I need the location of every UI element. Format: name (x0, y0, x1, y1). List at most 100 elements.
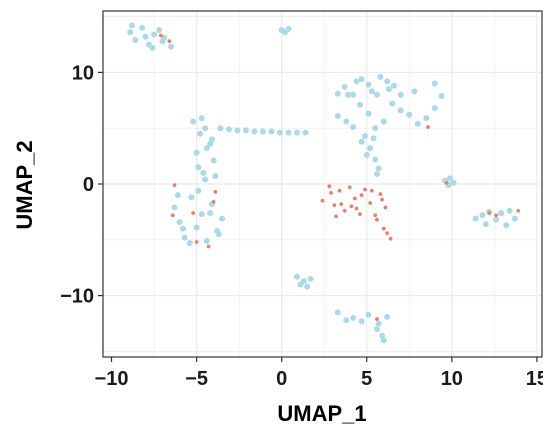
cell-point (365, 311, 372, 318)
highlighted-cell-point (388, 236, 393, 241)
cell-point (161, 34, 168, 41)
cell-point (149, 44, 156, 51)
cell-point (377, 73, 384, 80)
highlighted-cell-point (358, 212, 362, 217)
y-axis: 10 0 −10 (60, 62, 103, 308)
highlighted-cell-point (487, 211, 492, 215)
highlighted-cell-point (211, 199, 216, 204)
highlighted-cell-point (375, 217, 379, 222)
cell-point (179, 225, 186, 232)
cell-point (503, 222, 510, 229)
highlighted-cell-point (194, 240, 199, 244)
cell-point (390, 82, 397, 89)
highlighted-cell-point (375, 317, 379, 321)
cell-cluster (442, 175, 457, 189)
cell-point (389, 100, 396, 107)
cell-point (411, 88, 418, 95)
highlighted-cell-point (332, 203, 337, 208)
cell-point (171, 204, 178, 211)
cell-point (506, 207, 513, 214)
cell-point (365, 81, 372, 88)
highlighted-cell-point (385, 231, 390, 236)
cell-point (174, 192, 181, 199)
highlighted-cell-point (359, 193, 364, 198)
cell-point (193, 149, 200, 156)
cell-point (193, 224, 200, 231)
background-cells-layer (127, 22, 518, 344)
cell-point (397, 91, 404, 98)
highlighted-cell-point (170, 213, 175, 218)
cell-cluster (472, 207, 518, 229)
cell-point (511, 215, 518, 222)
cell-point (293, 273, 300, 280)
cell-point (127, 29, 134, 36)
cell-point (128, 22, 135, 29)
cell-point (384, 78, 391, 85)
cell-point (190, 118, 197, 125)
highlighted-cell-point (339, 202, 344, 206)
x-axis-title: UMAP_1 (277, 401, 366, 426)
cell-point (472, 215, 479, 222)
x-tick-label: −5 (185, 368, 208, 390)
x-axis: −10 −5 0 5 10 15 (95, 357, 543, 390)
y-tick-label: 0 (83, 174, 94, 196)
cell-cluster (334, 80, 445, 132)
cell-point (447, 175, 454, 182)
cell-point (370, 135, 377, 142)
cell-point (156, 26, 163, 33)
highlighted-cell-point (354, 206, 359, 211)
cell-point (350, 124, 357, 131)
cell-point (353, 78, 360, 85)
highlighted-cell-point (352, 196, 357, 201)
cell-point (307, 275, 314, 282)
cell-point (380, 337, 387, 344)
highlighted-cell-point (381, 226, 386, 231)
cell-point (132, 37, 139, 44)
highlighted-cell-point (327, 184, 332, 189)
cell-point (304, 283, 311, 290)
cell-cluster (217, 125, 309, 136)
cell-point (380, 118, 387, 125)
highlighted-cell-point (380, 197, 384, 202)
cell-point (363, 151, 370, 158)
cell-point (297, 281, 304, 288)
cell-point (195, 164, 202, 171)
x-tick-label: −10 (95, 368, 129, 390)
cell-point (203, 145, 210, 152)
cell-point (334, 112, 341, 119)
cell-cluster (190, 115, 219, 180)
cell-point (345, 91, 352, 98)
cell-point (215, 231, 222, 238)
cell-point (375, 320, 382, 327)
cell-cluster (278, 25, 292, 36)
cell-point (285, 129, 292, 136)
cell-cluster (171, 176, 226, 247)
cell-point (198, 211, 205, 218)
cell-point (365, 110, 372, 117)
highlighted-cell-point (383, 205, 388, 210)
cell-point (334, 90, 341, 97)
cell-point (343, 317, 350, 324)
highlighted-cell-point (373, 213, 378, 218)
highlighted-cell-point (494, 213, 498, 218)
cell-point (450, 179, 457, 186)
highlighted-cell-point (369, 188, 374, 193)
highlighted-cell-point (347, 185, 352, 190)
cell-point (186, 240, 193, 247)
highlighted-cell-point (320, 198, 325, 203)
cell-point (384, 313, 391, 320)
highlighted-cell-point (167, 39, 172, 44)
cell-point (350, 314, 357, 321)
cell-point (195, 187, 202, 194)
cell-point (498, 210, 505, 217)
cell-point (358, 318, 365, 325)
cell-point (234, 127, 241, 134)
cell-point (219, 215, 226, 222)
highlighted-cell-point (337, 188, 342, 193)
highlighted-cell-point (342, 208, 347, 213)
cell-point (423, 115, 430, 122)
cell-point (385, 86, 392, 93)
cell-point (268, 128, 275, 135)
cell-point (207, 140, 214, 147)
cell-point (210, 157, 217, 164)
